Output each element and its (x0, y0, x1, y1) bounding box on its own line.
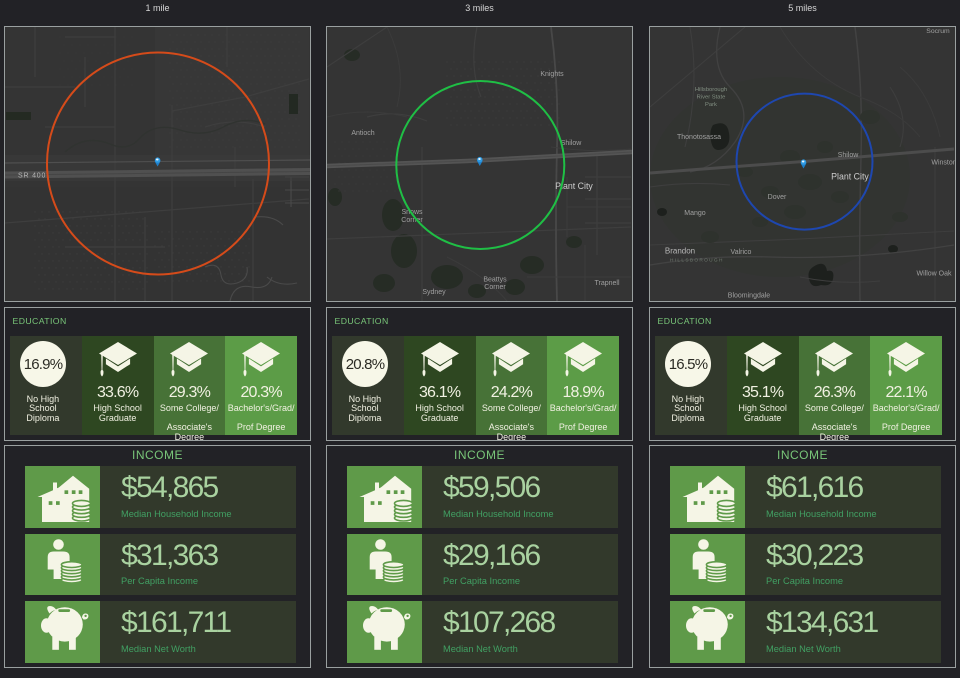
svg-text:Trapnell: Trapnell (594, 280, 619, 287)
svg-text:Willow Oak: Willow Oak (916, 271, 952, 278)
svg-text:Beattys: Beattys (483, 277, 507, 284)
svg-text:HILLSBOROUGH: HILLSBOROUGH (670, 258, 724, 264)
svg-text:Mango: Mango (684, 210, 706, 217)
svg-text:Antioch: Antioch (351, 130, 374, 137)
svg-text:Hillsborough: Hillsborough (695, 87, 727, 93)
svg-text:Thonotosassa: Thonotosassa (677, 134, 721, 141)
svg-text:Winston: Winston (931, 160, 955, 167)
svg-text:Plant City: Plant City (555, 181, 593, 191)
svg-text:Snows: Snows (401, 209, 423, 216)
svg-text:Dover: Dover (768, 194, 787, 201)
svg-text:Corner: Corner (484, 284, 506, 291)
svg-text:Corner: Corner (401, 217, 423, 224)
svg-text:Valrico: Valrico (731, 249, 752, 256)
svg-text:Sydney: Sydney (422, 289, 446, 296)
svg-text:Knights: Knights (540, 71, 564, 78)
svg-text:Park: Park (705, 102, 717, 108)
svg-text:Shilow: Shilow (838, 152, 860, 159)
svg-text:Plant City: Plant City (831, 172, 869, 182)
svg-text:Bloomingdale: Bloomingdale (728, 293, 771, 300)
svg-text:Socrum: Socrum (926, 28, 950, 35)
svg-text:Brandon: Brandon (665, 247, 695, 256)
svg-text:Shilow: Shilow (561, 140, 583, 147)
svg-text:River State: River State (697, 95, 726, 101)
svg-text:SR 400: SR 400 (18, 173, 46, 180)
